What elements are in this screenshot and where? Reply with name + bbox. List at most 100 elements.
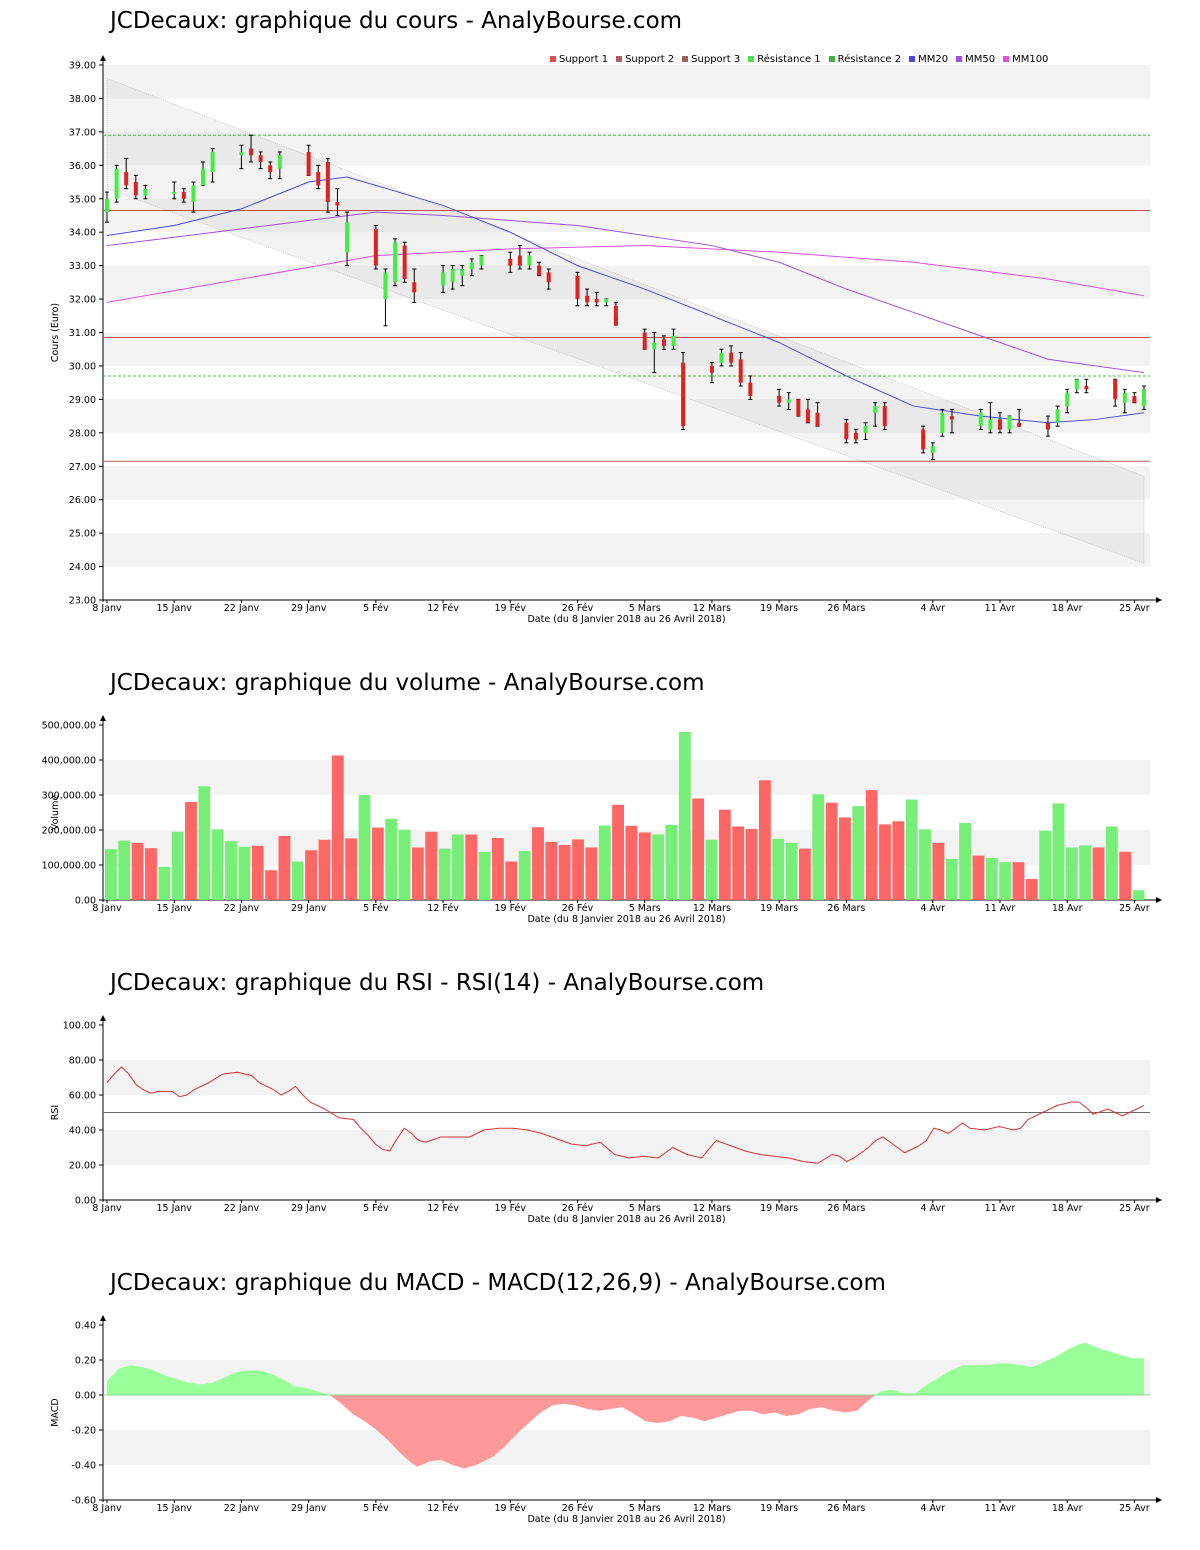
volume-bar	[225, 841, 237, 900]
candle-body	[748, 382, 753, 397]
candle-body	[844, 422, 849, 440]
volume-bar	[278, 835, 291, 900]
y-tick-label: 500,000.00	[42, 721, 96, 732]
legend-item: MM20	[909, 54, 948, 65]
volume-bar	[452, 834, 464, 900]
x-tick-label: 18 Avr	[1052, 1503, 1083, 1514]
volume-bar	[318, 839, 331, 900]
x-tick-label: 4 Avr	[920, 1203, 945, 1214]
y-tick-label: 20.00	[69, 1161, 96, 1172]
legend-label: Support 1	[559, 54, 609, 65]
y-tick-label: 39.00	[69, 61, 96, 72]
legend-item: Résistance 2	[828, 54, 901, 65]
x-axis-arrow	[1156, 1497, 1162, 1503]
y-tick-label: -0.20	[71, 1426, 96, 1437]
legend-swatch	[550, 56, 556, 62]
volume-bar	[545, 841, 558, 900]
volume-bar	[532, 827, 544, 900]
macd-positive-area	[107, 1365, 330, 1395]
volume-bar	[398, 829, 411, 900]
x-tick-label: 15 Janv	[157, 1503, 193, 1514]
x-tick-label: 12 Fév	[427, 903, 459, 914]
volume-bar	[1012, 862, 1025, 900]
candle-body	[345, 222, 350, 253]
candle-body	[978, 412, 983, 427]
candle-body	[373, 228, 378, 266]
volume-bar	[652, 834, 665, 900]
candle-body	[709, 365, 714, 373]
candle-body	[1065, 392, 1070, 407]
y-tick-label: 100,000.00	[42, 861, 96, 872]
candle-body	[921, 429, 926, 450]
candle-body	[460, 268, 465, 276]
y-tick-label: -0.60	[71, 1496, 96, 1507]
volume-bar	[799, 848, 811, 900]
x-tick-label: 26 Mars	[827, 603, 865, 614]
grid-band	[103, 65, 1150, 99]
candle-body	[268, 165, 273, 172]
x-tick-label: 5 Fév	[363, 1203, 389, 1214]
x-tick-label: 19 Mars	[760, 1203, 798, 1214]
volume-bar	[692, 798, 705, 900]
volume-bar	[572, 839, 584, 900]
volume-bar	[185, 802, 197, 900]
volume-panel: JCDecaux: graphique du volume - AnalyBou…	[0, 670, 1200, 935]
mm100-line	[106, 245, 1145, 303]
legend-swatch	[828, 56, 835, 62]
y-axis-label: MACD	[50, 1398, 61, 1426]
x-tick-label: 11 Avr	[985, 1503, 1016, 1514]
volume-bar	[598, 825, 611, 900]
x-tick-label: 12 Fév	[427, 1203, 459, 1214]
x-tick-label: 22 Janv	[224, 1203, 260, 1214]
x-tick-label: 12 Mars	[693, 1203, 731, 1214]
y-tick-label: 27.00	[69, 462, 96, 473]
volume-bar	[852, 806, 865, 900]
candle-body	[1084, 386, 1089, 390]
volume-bar	[505, 861, 518, 900]
grid-band	[103, 332, 1150, 366]
legend-swatch	[748, 56, 755, 62]
volume-bar	[492, 838, 504, 900]
volume-bar	[411, 847, 424, 900]
x-tick-label: 29 Janv	[291, 603, 327, 614]
candle-body	[1017, 422, 1022, 427]
x-tick-label: 19 Fév	[495, 603, 527, 614]
x-tick-label: 18 Avr	[1052, 903, 1083, 914]
candle-body	[642, 332, 647, 350]
volume-bar	[158, 866, 171, 900]
y-tick-label: 33.00	[69, 261, 96, 272]
candle-body	[249, 148, 254, 156]
x-tick-label: 19 Mars	[760, 1503, 798, 1514]
grid-band	[103, 760, 1150, 795]
y-tick-label: 0.00	[75, 1391, 96, 1402]
candle-body	[940, 412, 945, 433]
macd-panel: JCDecaux: graphique du MACD - MACD(12,26…	[0, 1270, 1200, 1545]
legend-label: Support 3	[691, 54, 741, 65]
volume-bar	[625, 825, 638, 900]
volume-bar	[385, 818, 398, 900]
candle-body	[575, 275, 580, 300]
x-axis-label: Date (du 8 Janvier 2018 au 26 Avril 2018…	[527, 914, 725, 925]
grid-band	[103, 466, 1150, 500]
x-axis-label: Date (du 8 Janvier 2018 au 26 Avril 2018…	[527, 1214, 725, 1225]
candle-body	[191, 185, 196, 203]
candle-body	[729, 352, 734, 363]
candle-body	[306, 151, 311, 176]
volume-bar	[745, 828, 758, 900]
x-tick-label: 8 Janv	[92, 1203, 122, 1214]
candle-body	[1074, 379, 1079, 390]
volume-bar	[358, 795, 371, 900]
y-tick-label: 30.00	[69, 361, 96, 372]
volume-bar	[478, 852, 491, 900]
candle-body	[988, 419, 993, 430]
volume-bar	[1039, 830, 1052, 900]
volume-bar	[919, 829, 931, 900]
volume-bar	[839, 817, 851, 900]
volume-bar	[865, 790, 878, 900]
candle-body	[997, 419, 1002, 430]
y-tick-label: 37.00	[69, 127, 96, 138]
x-tick-label: 22 Janv	[224, 603, 260, 614]
x-tick-label: 19 Fév	[495, 1203, 527, 1214]
macd-chart: -0.60 -0.40 -0.20 0.00 0.20 0.40 8 Janv 15 Janv…	[50, 1315, 1162, 1525]
legend-swatch	[616, 56, 623, 62]
